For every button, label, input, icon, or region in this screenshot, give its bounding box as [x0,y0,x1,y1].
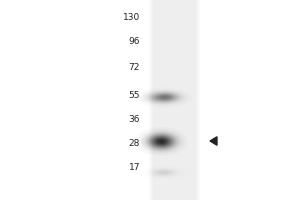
Text: 72: 72 [129,62,140,72]
Text: 36: 36 [128,116,140,124]
Text: 17: 17 [128,164,140,172]
Text: 55: 55 [128,90,140,99]
Polygon shape [210,137,217,145]
Text: 130: 130 [123,14,140,22]
Text: 28: 28 [129,138,140,148]
Text: 96: 96 [128,38,140,46]
